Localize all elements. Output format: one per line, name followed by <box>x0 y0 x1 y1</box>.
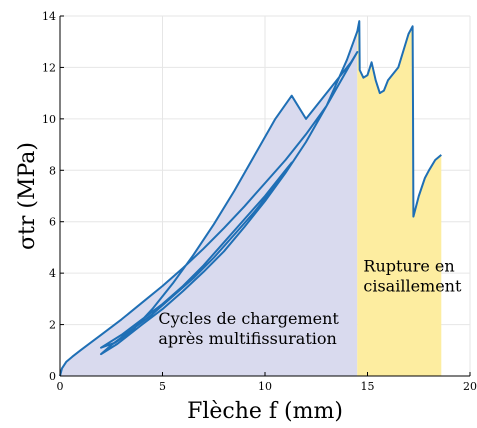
x-axis-label: Flèche f (mm) <box>187 399 343 424</box>
annotation: Cycles de chargement après multifissurati… <box>158 309 339 348</box>
x-tick-label: 20 <box>463 380 477 393</box>
x-tick-label: 15 <box>361 380 375 393</box>
x-tick-label: 10 <box>258 380 272 393</box>
y-tick-label: 6 <box>49 216 56 229</box>
axes <box>59 15 471 377</box>
series-line <box>59 20 442 377</box>
annotation-line: cisaillement <box>363 276 462 295</box>
series-lines <box>59 20 442 377</box>
annotation-line: Rupture en <box>363 256 454 275</box>
y-tick-label: 0 <box>49 370 56 383</box>
annotations: Cycles de chargement après multifissurati… <box>158 256 462 348</box>
shaded-regions <box>60 23 442 377</box>
y-tick-label: 2 <box>49 319 56 332</box>
shaded-region <box>357 23 442 376</box>
y-tick-label: 10 <box>42 113 56 126</box>
annotation-line: après multifissuration <box>158 329 336 348</box>
shaded-region <box>60 31 358 377</box>
x-tick-label: 0 <box>57 380 64 393</box>
tick-labels: 0 5 10 15 20 0 2 4 6 8 10 12 14 <box>42 10 477 393</box>
x-tick-label: 5 <box>159 380 166 393</box>
y-tick-label: 4 <box>49 267 56 280</box>
annotation: Rupture en cisaillement <box>363 256 462 295</box>
y-tick-label: 14 <box>42 10 56 23</box>
y-tick-label: 12 <box>42 61 56 74</box>
annotation-line: Cycles de chargement <box>158 309 339 328</box>
y-tick-label: 8 <box>49 164 56 177</box>
y-axis-label: σtr (MPa) <box>15 142 40 250</box>
